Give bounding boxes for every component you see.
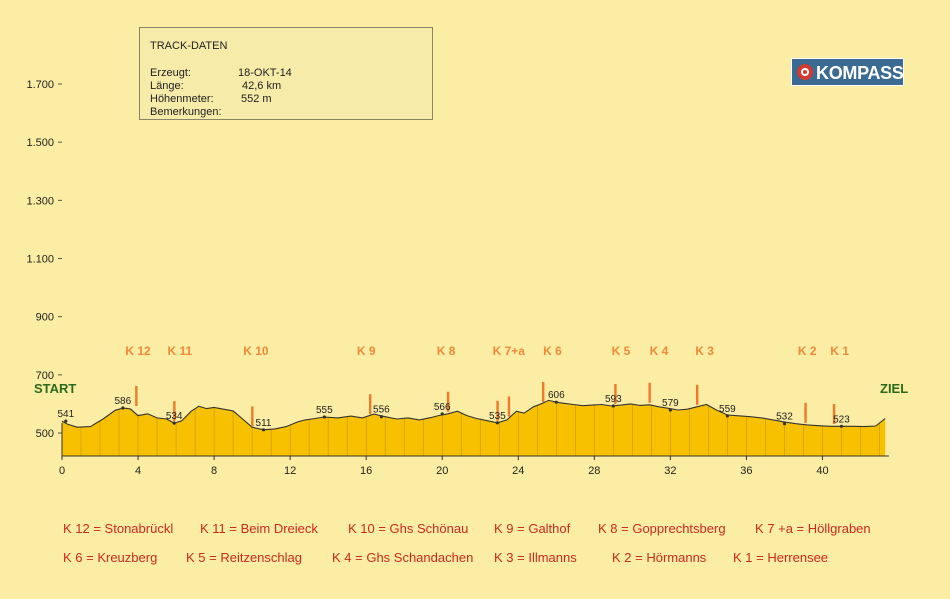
checkpoint-header-label: K 12 xyxy=(125,344,151,358)
checkpoint-header-label: K 3 xyxy=(695,344,714,358)
elevation-label: 523 xyxy=(833,414,850,425)
elevation-point xyxy=(782,422,787,426)
elevation-label: 532 xyxy=(776,412,793,423)
elevation-label: 606 xyxy=(548,390,565,401)
checkpoint-marker xyxy=(496,400,499,421)
elevation-point xyxy=(322,415,326,419)
checkpoint-header-label: K 6 xyxy=(543,344,562,358)
elevation-label: 559 xyxy=(719,404,736,415)
elevation-point xyxy=(64,419,68,423)
y-tick-label: 700 xyxy=(36,370,54,382)
elevation-point xyxy=(554,400,558,404)
elevation-point xyxy=(261,428,266,432)
finish-label: ZIEL xyxy=(880,381,909,396)
elevation-label: 535 xyxy=(489,411,506,422)
elevation-label: 593 xyxy=(605,394,622,405)
elevation-label: 555 xyxy=(316,405,333,416)
checkpoint-header-label: K 4 xyxy=(650,344,669,358)
elevation-point xyxy=(440,412,444,416)
track-row-key: Länge: xyxy=(150,80,184,92)
x-tick-label: 20 xyxy=(436,465,448,477)
checkpoint-marker xyxy=(135,385,138,406)
y-tick-label: 1.500 xyxy=(26,137,54,149)
checkpoint-header-label: K 9 xyxy=(357,344,376,358)
track-row-value: 42,6 km xyxy=(242,80,282,92)
elevation-point xyxy=(495,421,499,425)
y-tick-label: 900 xyxy=(36,312,54,324)
x-tick-label: 24 xyxy=(512,465,524,477)
elevation-label: 566 xyxy=(434,402,451,413)
x-tick-label: 4 xyxy=(135,465,141,477)
y-tick-label: 500 xyxy=(36,428,54,440)
checkpoint-header-label: K 8 xyxy=(437,344,456,358)
y-tick-label: 1.700 xyxy=(26,79,54,91)
logo-text: KOMPASS xyxy=(816,63,904,83)
elevation-area xyxy=(62,400,886,456)
x-tick-label: 12 xyxy=(284,465,296,477)
elevation-label: 511 xyxy=(256,418,272,429)
x-tick-label: 32 xyxy=(664,465,676,477)
track-data-title: TRACK-DATEN xyxy=(150,40,228,52)
checkpoint-header-label: K 11 xyxy=(168,344,193,358)
checkpoint-marker xyxy=(251,406,254,427)
checkpoint-marker xyxy=(695,384,699,405)
elevation-point xyxy=(121,406,125,410)
track-row-key: Erzeugt: xyxy=(150,67,191,79)
checkpoint-marker xyxy=(804,402,807,423)
checkpoint-marker xyxy=(368,394,372,415)
elevation-point xyxy=(839,424,844,428)
x-tick-label: 8 xyxy=(211,465,217,477)
elevation-label: 586 xyxy=(114,396,131,407)
elevation-point xyxy=(172,421,176,425)
kompass-logo: KOMPASS xyxy=(791,58,904,86)
checkpoint-marker xyxy=(832,404,836,425)
checkpoint-marker xyxy=(614,383,617,404)
checkpoint-marker xyxy=(648,382,651,403)
checkpoint-marker xyxy=(173,401,176,422)
checkpoint-marker xyxy=(507,396,511,417)
checkpoint-header-label: K 1 xyxy=(830,344,849,358)
elevation-label: 556 xyxy=(373,405,390,416)
checkpoint-header-label: K 7+a xyxy=(493,344,526,358)
track-row-key: Bemerkungen: xyxy=(150,106,222,118)
elevation-label: 579 xyxy=(662,398,679,409)
y-tick-label: 1.100 xyxy=(26,254,54,266)
checkpoint-header-label: K 5 xyxy=(612,344,631,358)
track-row-value: 552 m xyxy=(241,93,272,105)
elevation-line xyxy=(61,399,886,431)
x-tick-label: 40 xyxy=(816,465,828,477)
checkpoint-marker xyxy=(541,381,545,402)
track-data-box: TRACK-DATEN Erzeugt: 18-OKT-14 Länge: 42… xyxy=(139,27,433,120)
elevation-point xyxy=(725,414,730,418)
checkpoint-header-label: K 10 xyxy=(243,344,269,358)
elevation-point xyxy=(379,415,383,419)
checkpoint-header-label: K 2 xyxy=(798,344,817,358)
start-label: START xyxy=(34,381,77,396)
elevation-point xyxy=(611,404,615,408)
compass-icon xyxy=(797,64,813,80)
x-tick-label: 28 xyxy=(588,465,600,477)
track-row-key: Höhenmeter: xyxy=(150,93,214,105)
elevation-point xyxy=(668,408,672,412)
track-row-value: 18-OKT-14 xyxy=(238,67,292,79)
elevation-label: 534 xyxy=(166,411,183,422)
checkpoint-marker xyxy=(446,391,450,412)
elevation-label: 541 xyxy=(57,409,74,420)
x-tick-label: 36 xyxy=(740,465,752,477)
x-tick-label: 16 xyxy=(360,465,372,477)
x-tick-label: 0 xyxy=(59,465,65,477)
y-tick-label: 1.300 xyxy=(26,195,54,207)
